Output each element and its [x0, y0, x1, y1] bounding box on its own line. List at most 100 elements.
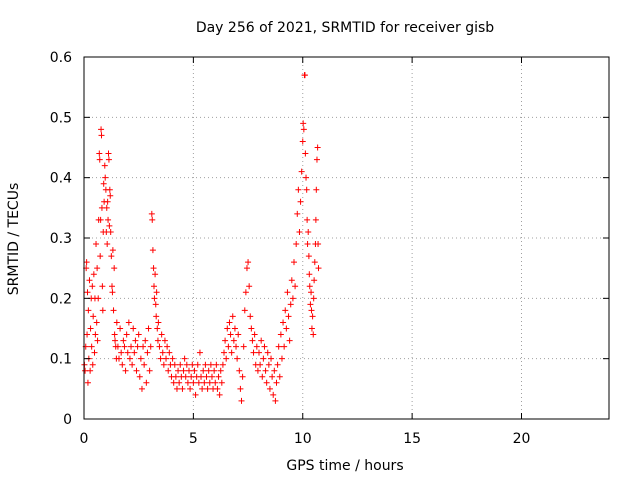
data-point: [170, 379, 177, 386]
data-point: [281, 343, 288, 350]
data-point: [114, 343, 121, 350]
data-point: [98, 126, 105, 133]
data-point: [195, 379, 202, 386]
data-point: [169, 355, 176, 362]
data-point: [116, 355, 122, 362]
data-point: [312, 216, 319, 223]
data-point: [137, 355, 144, 362]
data-point: [152, 271, 159, 278]
data-point: [90, 271, 97, 278]
data-point: [234, 355, 241, 362]
data-point: [106, 186, 113, 193]
data-point: [157, 355, 164, 362]
data-point: [177, 361, 184, 368]
data-point: [165, 367, 172, 374]
data-point: [306, 283, 313, 290]
data-point: [256, 349, 262, 356]
data-point: [140, 343, 147, 350]
data-point: [276, 373, 283, 380]
data-point: [95, 295, 102, 302]
data-point: [129, 361, 136, 368]
data-point: [124, 349, 131, 356]
data-point: [147, 343, 154, 350]
data-point: [308, 307, 315, 314]
data-point: [176, 379, 183, 386]
data-point: [296, 228, 303, 235]
data-point: [106, 222, 113, 229]
data-point: [260, 355, 267, 362]
data-point: [104, 198, 111, 205]
data-point: [186, 367, 192, 374]
data-point: [154, 337, 161, 344]
data-point: [261, 343, 268, 350]
data-point: [266, 385, 273, 392]
data-point: [227, 331, 234, 338]
y-tick-label: 0.3: [50, 231, 72, 247]
data-point: [304, 241, 311, 248]
data-point: [214, 385, 221, 392]
data-point: [306, 271, 313, 278]
data-points: [81, 72, 322, 404]
data-point: [198, 373, 205, 380]
data-point: [145, 325, 152, 332]
data-point: [228, 349, 235, 356]
data-point: [245, 259, 252, 266]
data-point: [144, 349, 151, 356]
data-point: [156, 343, 163, 350]
data-point: [104, 241, 111, 248]
data-point: [101, 162, 108, 169]
data-point: [251, 331, 258, 338]
data-point: [163, 355, 170, 362]
data-point: [249, 337, 256, 344]
data-point: [109, 247, 116, 254]
data-point: [199, 385, 206, 392]
y-tick-label: 0.1: [50, 352, 72, 368]
data-point: [235, 331, 242, 338]
data-point: [201, 379, 208, 386]
data-point: [183, 361, 190, 368]
data-point: [269, 373, 276, 380]
data-point: [173, 385, 180, 392]
data-point: [310, 295, 317, 302]
data-point: [84, 331, 91, 338]
data-point: [297, 198, 304, 205]
data-point: [188, 373, 195, 380]
data-point: [218, 379, 225, 386]
data-point: [239, 373, 246, 380]
data-point: [120, 337, 127, 344]
data-point: [305, 253, 312, 260]
data-point: [293, 241, 300, 248]
y-tick-label: 0.2: [50, 291, 72, 307]
data-point: [82, 367, 89, 374]
data-point: [87, 325, 94, 332]
data-point: [224, 325, 231, 332]
data-point: [285, 313, 292, 320]
axis-ticks: 0 5 10 15 20 0 0.1 0.2 0.3 0.4 0.5 0.6: [50, 50, 609, 447]
data-point: [182, 373, 189, 380]
data-point: [105, 156, 112, 163]
data-point: [311, 277, 318, 284]
data-point: [85, 307, 92, 314]
x-axis-label: GPS time / hours: [286, 458, 403, 474]
data-point: [191, 367, 198, 374]
data-point: [194, 361, 201, 368]
data-point: [307, 301, 314, 308]
data-point: [122, 367, 129, 374]
data-point: [303, 174, 310, 181]
data-point: [226, 319, 233, 326]
data-point: [217, 367, 224, 374]
x-tick-label: 0: [80, 431, 89, 447]
data-point: [89, 283, 96, 290]
data-point: [238, 397, 245, 404]
data-point: [83, 259, 90, 266]
data-point: [126, 355, 133, 362]
data-point: [246, 283, 253, 290]
data-point: [128, 343, 135, 350]
data-point: [161, 337, 168, 344]
data-point: [216, 391, 223, 398]
data-point: [96, 156, 103, 163]
data-point: [153, 313, 160, 320]
data-point: [89, 361, 96, 368]
data-point: [96, 150, 103, 157]
data-point: [229, 313, 236, 320]
